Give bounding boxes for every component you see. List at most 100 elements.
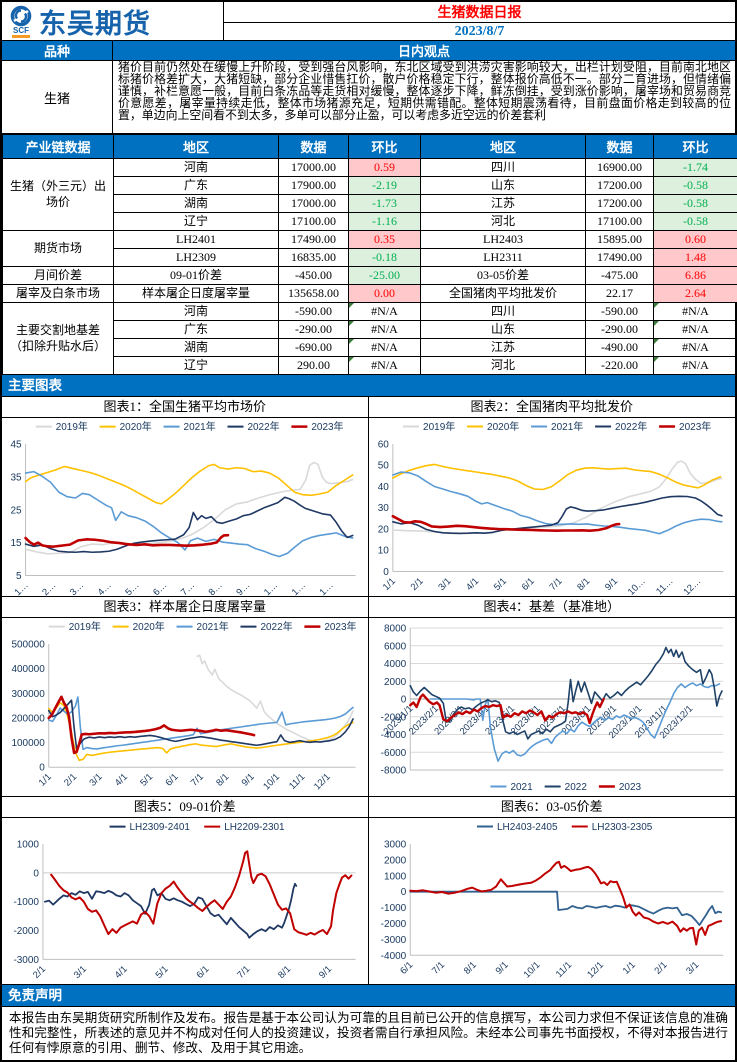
svg-text:35: 35 — [10, 472, 22, 483]
region-cell: 辽宁 — [113, 356, 279, 375]
svg-text:11/1: 11/1 — [287, 772, 307, 792]
svg-text:5/1: 5/1 — [138, 772, 155, 789]
legend: LH2309-2401 LH2209-2301 — [109, 822, 285, 833]
series-line-2019年 — [196, 654, 354, 743]
chart-cell-1: 图表1：全国生猪平均市场价 5 15 25 35 45 1… 2… 3… 4… 5… 6… 7… 8… 9…… — [2, 397, 369, 597]
region-cell: 山东 — [420, 176, 586, 195]
value-cell: -690.00 — [278, 338, 349, 357]
chart-cell-5: 图表5：09-01价差 -3000 -2000 -1000 0 1000 2/1 3/1 4/1… — [2, 797, 369, 985]
series-line-2023 — [408, 693, 605, 725]
chart-canvas: 0 10 20 30 40 50 60 1/1 2/1 3/1 4/1 5/1 6/1 7/1 8/1 9/1… — [377, 420, 723, 596]
region-cell: 河北 — [420, 212, 586, 231]
chart-cell-2: 图表2：全国猪肉平均批发价 0 10 20 30 40 50 60 1/1 2/1 3/1 4/1 5/… — [368, 397, 735, 597]
svg-text:1/1: 1/1 — [380, 576, 397, 593]
mom-cell: 0.60 — [653, 230, 737, 249]
legend: LH2403-2405 LH2303-2305 — [476, 822, 652, 833]
value-cell: 17100.00 — [278, 212, 349, 231]
y-axis: 0 10 20 30 40 50 60 — [377, 440, 723, 578]
svg-text:4/1: 4/1 — [464, 576, 481, 593]
chart-cell-3: 图表3：样本屠企日度屠宰量 0 100000 200000 300000 400000 50… — [2, 597, 369, 797]
x-axis: 2/1 3/1 4/1 5/1 6/1 7/1 8/1 9/1 — [31, 964, 334, 981]
col-header-mom-2: 环比 — [653, 134, 737, 159]
x-axis: 6/1 7/1 8/1 9/1 10/1 11/1 12/1 1/1 2/1 3/1 — [398, 960, 701, 981]
series-line-2020年 — [391, 463, 721, 491]
brand-name: 东吴期货 — [39, 8, 151, 39]
series-line-2020年 — [47, 701, 354, 762]
mom-cell: -1.16 — [348, 212, 421, 231]
value-cell: 16900.00 — [585, 158, 654, 177]
svg-text:0: 0 — [39, 763, 45, 774]
svg-text:3…: 3… — [68, 580, 86, 596]
legend-label: 2022年 — [260, 620, 292, 633]
value-cell: -490.00 — [585, 338, 654, 357]
brand-abbr: SCF — [12, 26, 30, 38]
svg-text:6/1: 6/1 — [398, 960, 415, 977]
value-cell: -590.00 — [585, 302, 654, 321]
value-cell: 290.00 — [278, 356, 349, 375]
mom-cell: #N/A — [653, 356, 737, 375]
legend-label: 2022年 — [247, 420, 279, 433]
value-cell: -290.00 — [585, 320, 654, 339]
value-cell: 135658.00 — [278, 284, 349, 303]
chart-canvas: -4000 -3000 -2000 -1000 0 1000 2000 3000 6/1 7/1 8… — [380, 822, 723, 981]
svg-text:3/1: 3/1 — [684, 960, 701, 977]
svg-text:7/1: 7/1 — [189, 772, 206, 789]
svg-text:7/1: 7/1 — [430, 960, 447, 977]
svg-text:2…: 2… — [40, 580, 58, 596]
svg-text:8…: 8… — [207, 580, 225, 596]
mom-cell: 0.00 — [348, 284, 421, 303]
value-cell: 16835.00 — [278, 248, 349, 267]
svg-text:7/1: 7/1 — [547, 576, 564, 593]
svg-text:1000: 1000 — [384, 871, 407, 882]
charts-grid: 图表1：全国生猪平均市场价 5 15 25 35 45 1… 2… 3… 4… 5… 6… 7… 8… 9…… — [2, 397, 735, 985]
legend-label: 2020年 — [133, 620, 165, 633]
region-cell: 河南 — [113, 302, 279, 321]
x-axis: 2023/1/12023/2/12023/3/12023/4/12023/5/1… — [381, 703, 695, 741]
series-line-2023年 — [391, 514, 620, 532]
value-cell: 17200.00 — [585, 194, 654, 213]
legend-label: 2020年 — [487, 420, 519, 433]
svg-text:1…: 1… — [12, 580, 30, 596]
series-lines — [44, 850, 353, 939]
svg-text:20: 20 — [377, 524, 389, 535]
svg-text:2/1: 2/1 — [31, 964, 48, 981]
legend-label: 2022 — [564, 782, 587, 793]
legend: 2019年 2020年 2021年 2022年 2023年 — [48, 620, 357, 633]
table-row: 广东 17900.00 -2.19 山东 17200.00 -0.58 — [3, 176, 737, 195]
report-date: 2023/8/7 — [454, 23, 505, 39]
svg-text:4/1: 4/1 — [113, 772, 130, 789]
series-line-2022 — [408, 646, 723, 740]
series-lines — [408, 646, 723, 762]
value-cell: 17490.00 — [278, 230, 349, 249]
svg-text:3/1: 3/1 — [87, 772, 104, 789]
legend-label: 2021 — [510, 782, 533, 793]
legend-label: 2023年 — [324, 620, 356, 633]
chart-canvas: -8000 -6000 -4000 -2000 0 2000 4000 6000 8000 202… — [380, 624, 723, 793]
region-cell: 河南 — [113, 158, 279, 177]
region-cell: 广东 — [113, 176, 279, 195]
mom-cell: #N/A — [348, 338, 421, 357]
mom-cell: -1.73 — [348, 194, 421, 213]
value-cell: -590.00 — [278, 302, 349, 321]
svg-text:5: 5 — [16, 571, 22, 582]
svg-text:5/1: 5/1 — [154, 964, 171, 981]
value-cell: 17000.00 — [278, 194, 349, 213]
region-cell: 湖南 — [113, 194, 279, 213]
chart-title: 图表5：09-01价差 — [2, 797, 368, 818]
svg-text:3/1: 3/1 — [72, 964, 89, 981]
svg-text:-3000: -3000 — [13, 955, 39, 966]
row-group-label: 屠宰及白条市场 — [2, 284, 114, 303]
svg-text:2/1: 2/1 — [62, 772, 79, 789]
svg-text:6000: 6000 — [384, 641, 407, 652]
svg-text:8/1: 8/1 — [214, 772, 231, 789]
region-cell: 四川 — [420, 302, 586, 321]
svg-text:12/1: 12/1 — [585, 960, 606, 981]
view-header: 日内观点 — [113, 41, 735, 60]
svg-text:12/1: 12/1 — [312, 772, 333, 793]
legend-label: 2023年 — [311, 420, 343, 433]
region-cell: 江苏 — [420, 194, 586, 213]
series-line-2023年 — [24, 533, 230, 548]
svg-text:7…: 7… — [179, 580, 197, 596]
legend-label: LH2309-2401 — [130, 822, 191, 833]
